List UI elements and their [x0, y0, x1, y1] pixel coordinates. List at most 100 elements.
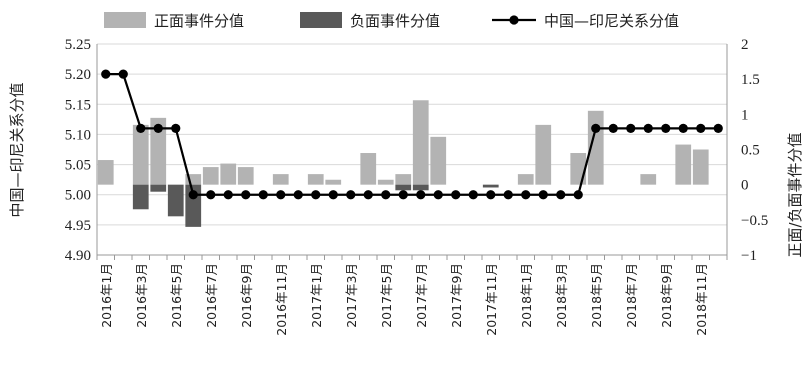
relation-point	[451, 190, 461, 200]
relation-point	[363, 190, 373, 200]
relation-point	[486, 190, 496, 200]
y-right-tick-label: −0.5	[741, 213, 768, 229]
y-left-tick-label: 5.10	[65, 127, 91, 143]
positive-bar	[377, 179, 394, 185]
positive-bar	[412, 100, 429, 185]
positive-bar	[395, 174, 412, 185]
positive-bar	[570, 153, 587, 185]
relation-point	[293, 190, 303, 200]
relation-point	[241, 190, 251, 200]
y-right-tick-label: −1	[741, 248, 757, 264]
positive-bar	[517, 174, 534, 185]
legend-swatch-positive	[104, 12, 146, 28]
positive-bar	[237, 167, 254, 185]
relation-point	[118, 69, 128, 79]
relation-point	[328, 190, 338, 200]
y-axis-right-title: 正面/负面事件分值	[786, 132, 804, 257]
legend-label-positive: 正面事件分值	[154, 12, 244, 30]
negative-bar	[132, 184, 149, 210]
relation-point	[171, 123, 181, 133]
relation-point	[661, 123, 671, 133]
relation-point	[381, 190, 391, 200]
x-tick-label: 2016年3月	[134, 263, 149, 328]
y-left-tick-label: 5.20	[65, 67, 91, 83]
legend-swatch-negative	[300, 12, 342, 28]
relation-point	[556, 190, 566, 200]
relation-point	[136, 123, 146, 133]
y-left-tick-label: 5.25	[65, 37, 91, 53]
y-right-tick-label: 1.5	[741, 72, 760, 88]
relation-point	[258, 190, 268, 200]
relation-point	[188, 190, 198, 200]
x-tick-label: 2016年11月	[274, 263, 289, 336]
positive-bar	[132, 124, 149, 185]
left-axis-ticks: 4.90 4.95 5.00 5.05 5.10 5.15 5.20 5.25	[65, 37, 91, 264]
axes	[96, 44, 728, 260]
relation-point	[626, 123, 636, 133]
y-right-tick-label: 0.5	[741, 143, 760, 159]
relation-point	[468, 190, 478, 200]
positive-bar	[220, 163, 237, 185]
relation-point	[398, 190, 408, 200]
relation-point	[276, 190, 286, 200]
positive-bar	[430, 136, 447, 185]
relation-point	[678, 123, 688, 133]
relation-point	[223, 190, 233, 200]
y-left-tick-label: 5.05	[65, 158, 91, 174]
positive-bar	[97, 160, 114, 185]
positive-bar	[325, 179, 342, 185]
x-tick-label: 2017年1月	[309, 263, 324, 328]
negative-bar	[395, 184, 412, 191]
x-axis-ticks: 2016年1月 2016年3月 2016年5月 2016年7月 2016年9月 2016年…	[99, 263, 709, 336]
legend-label-negative: 负面事件分值	[350, 12, 440, 30]
relation-point	[153, 123, 163, 133]
x-tick-label: 2016年9月	[239, 263, 254, 328]
relation-point	[416, 190, 426, 200]
x-tick-label: 2018年1月	[519, 263, 534, 328]
relation-point	[573, 190, 583, 200]
y-axis-left-title: 中国—印尼关系分值	[8, 82, 26, 217]
relation-point	[206, 190, 216, 200]
x-tick-label: 2016年7月	[204, 263, 219, 328]
x-tick-label: 2017年5月	[379, 263, 394, 328]
bars	[97, 100, 709, 227]
negative-bar	[412, 184, 429, 191]
relation-series	[101, 69, 723, 200]
relation-point	[346, 190, 356, 200]
negative-bar	[150, 184, 167, 192]
negative-bar	[167, 184, 184, 217]
positive-bar	[272, 174, 289, 185]
positive-bar	[150, 117, 167, 185]
relation-point	[503, 190, 513, 200]
positive-bar	[307, 174, 324, 185]
positive-bar	[675, 144, 692, 185]
legend: 正面事件分值 负面事件分值 中国—印尼关系分值	[104, 12, 679, 30]
positive-bar	[535, 124, 552, 185]
x-tick-label: 2018年9月	[659, 263, 674, 328]
positive-bar	[360, 153, 377, 185]
relation-point	[591, 123, 601, 133]
y-left-tick-label: 4.95	[65, 218, 91, 234]
x-tick-label: 2018年7月	[624, 263, 639, 328]
x-tick-label: 2017年3月	[344, 263, 359, 328]
relation-point	[433, 190, 443, 200]
x-tick-label: 2017年7月	[414, 263, 429, 328]
relation-point	[101, 69, 111, 79]
relation-point	[521, 190, 531, 200]
relation-point	[608, 123, 618, 133]
positive-bar	[202, 167, 219, 185]
positive-bar	[185, 174, 202, 185]
relation-point	[538, 190, 548, 200]
y-right-tick-label: 2	[741, 37, 749, 53]
y-left-tick-label: 5.15	[65, 97, 91, 113]
relation-point	[713, 123, 723, 133]
positive-bar	[692, 149, 709, 185]
x-tick-label: 2016年1月	[99, 263, 114, 328]
negative-bar	[482, 184, 499, 188]
x-tick-label: 2017年11月	[484, 263, 499, 336]
relation-point	[643, 123, 653, 133]
right-axis-ticks: −1 −0.5 0 0.5 1 1.5 2	[741, 37, 768, 264]
positive-bar	[640, 174, 657, 185]
x-tick-label: 2018年3月	[554, 263, 569, 328]
